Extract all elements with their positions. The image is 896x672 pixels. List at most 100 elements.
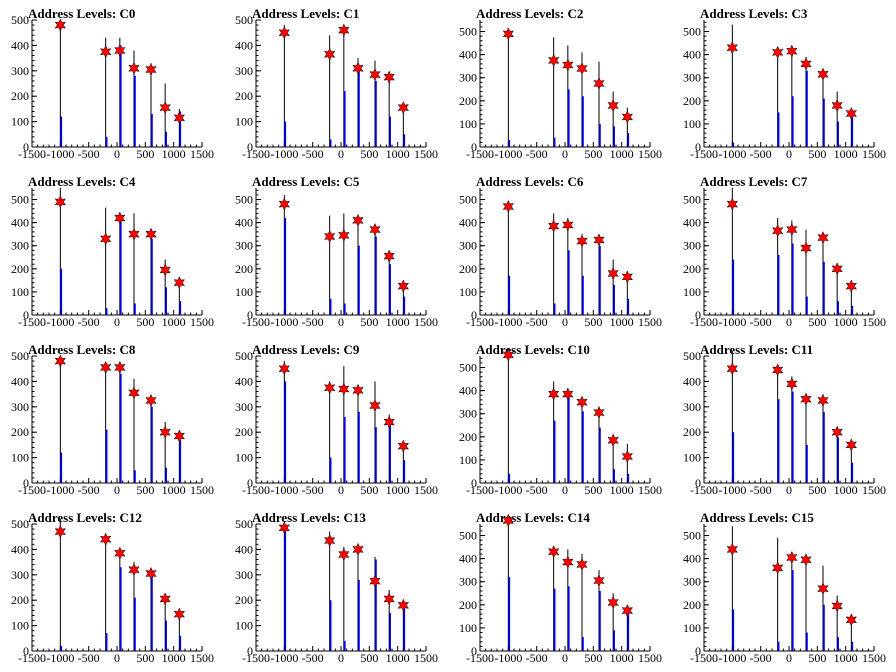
chart-plot: 0 100 200 300 400 500 -1500 -1000 -500 0 500 1000 15… [235, 517, 438, 665]
x-tick-label: -500 [750, 483, 772, 497]
peak-marker [114, 43, 126, 58]
peak-marker [576, 61, 588, 76]
x-tick-label: 0 [562, 147, 568, 161]
peak-marker [547, 219, 560, 233]
x-tick-label: -1000 [494, 651, 522, 665]
peak-marker [383, 592, 395, 606]
x-tick-label: -1500 [690, 651, 718, 665]
y-tick-label: 400 [11, 374, 29, 388]
y-tick-label: 200 [683, 94, 701, 108]
peak-marker [786, 550, 798, 565]
x-tick-label: -1000 [46, 315, 74, 329]
peak-marker [593, 233, 605, 247]
x-tick-label: -500 [302, 315, 324, 329]
y-tick-label: 0 [247, 308, 253, 322]
peak-marker [547, 545, 560, 559]
x-tick-label: 1500 [862, 147, 886, 161]
peak-marker [114, 546, 126, 560]
x-tick-label: 1000 [610, 147, 634, 161]
chart-panel: Address Levels: C10 0 100 200 300 400 500 -1500… [448, 336, 672, 504]
peak-marker [54, 18, 67, 32]
peak-marker [562, 387, 574, 401]
peak-marker [771, 561, 784, 575]
x-tick-label: 0 [338, 315, 344, 329]
x-tick-label: -500 [526, 315, 548, 329]
y-tick-label: 0 [695, 644, 701, 658]
y-tick-label: 0 [695, 308, 701, 322]
y-tick-label: 500 [683, 529, 701, 543]
peak-marker [621, 449, 634, 464]
y-tick-label: 200 [459, 94, 477, 108]
chart-panel: Address Levels: C13 0 100 200 300 400 500 -1500… [224, 504, 448, 672]
peak-marker [831, 98, 843, 113]
chart-plot: 0 100 200 300 400 500 -1500 -1000 -500 0 500 1000 15… [11, 188, 214, 329]
peak-marker [352, 383, 364, 397]
y-tick-label: 300 [235, 239, 253, 253]
y-tick-label: 200 [459, 598, 477, 612]
x-tick-label: 1500 [190, 147, 214, 161]
x-tick-label: 1500 [638, 651, 662, 665]
chart-title: Address Levels: C5 [252, 174, 360, 189]
chart-plot: 0 100 200 300 400 500 -1500 -1000 -500 0 500 1000 15… [11, 13, 214, 161]
x-tick-label: -1000 [270, 651, 298, 665]
peak-marker [159, 425, 171, 439]
y-tick-label: 100 [11, 451, 29, 465]
y-tick-label: 500 [235, 193, 253, 207]
x-tick-label: -1000 [718, 651, 746, 665]
peak-marker [786, 44, 798, 58]
peak-marker [369, 398, 381, 413]
x-tick-label: 0 [338, 651, 344, 665]
chart-panel: Address Levels: C8 0 100 200 300 400 500 -1500-… [0, 336, 224, 504]
y-tick-label: 100 [459, 117, 477, 131]
y-tick-label: 100 [683, 621, 701, 635]
y-tick-label: 400 [235, 38, 253, 52]
y-tick-label: 400 [11, 216, 29, 230]
x-tick-label: 0 [562, 315, 568, 329]
x-tick-label: 0 [114, 147, 120, 161]
y-tick-label: 300 [235, 64, 253, 78]
y-tick-label: 500 [459, 529, 477, 543]
peak-marker [817, 67, 829, 81]
x-tick-label: 1000 [610, 315, 634, 329]
x-tick-label: -1000 [494, 315, 522, 329]
y-tick-label: 0 [471, 140, 477, 154]
x-tick-label: -500 [78, 147, 100, 161]
peak-marker [607, 595, 619, 610]
x-tick-label: -1500 [18, 315, 46, 329]
x-tick-label: -500 [750, 315, 772, 329]
y-tick-label: 200 [235, 262, 253, 276]
y-tick-label: 0 [471, 644, 477, 658]
x-tick-label: -1500 [18, 147, 46, 161]
y-tick-label: 300 [11, 400, 29, 414]
x-tick-label: 1500 [190, 483, 214, 497]
peak-marker [771, 224, 784, 238]
y-tick-label: 300 [11, 239, 29, 253]
x-tick-label: 1500 [862, 651, 886, 665]
peak-marker [173, 429, 186, 443]
y-tick-label: 500 [235, 349, 253, 363]
peak-marker [278, 197, 291, 211]
chart-panel: Address Levels: C4 0 100 200 300 400 500 -1500-… [0, 168, 224, 336]
x-tick-label: -500 [750, 147, 772, 161]
y-tick-label: 400 [459, 552, 477, 566]
x-tick-label: 1000 [386, 483, 410, 497]
y-tick-label: 200 [459, 430, 477, 444]
chart-panel: Address Levels: C12 0 100 200 300 400 500 -1500… [0, 504, 224, 672]
peak-marker [323, 533, 336, 548]
chart-plot: 0 100 200 300 400 500 -1500 -1000 -500 0 500 1000 15… [683, 349, 886, 497]
y-tick-label: 500 [683, 193, 701, 207]
chart-plot: 0 100 200 300 400 500 -1500 -1000 -500 0 500 1000 15… [11, 349, 214, 497]
x-tick-label: 500 [584, 483, 602, 497]
y-tick-label: 100 [459, 621, 477, 635]
peak-marker [800, 392, 812, 406]
peak-marker [726, 41, 739, 55]
peak-marker [278, 362, 291, 376]
x-tick-label: 0 [562, 483, 568, 497]
x-tick-label: 500 [584, 315, 602, 329]
chart-panel: Address Levels: C14 0 100 200 300 400 500 -1500… [448, 504, 672, 672]
x-tick-label: 1000 [386, 315, 410, 329]
y-tick-label: 200 [11, 89, 29, 103]
x-tick-label: -500 [302, 483, 324, 497]
peak-marker [397, 279, 410, 293]
